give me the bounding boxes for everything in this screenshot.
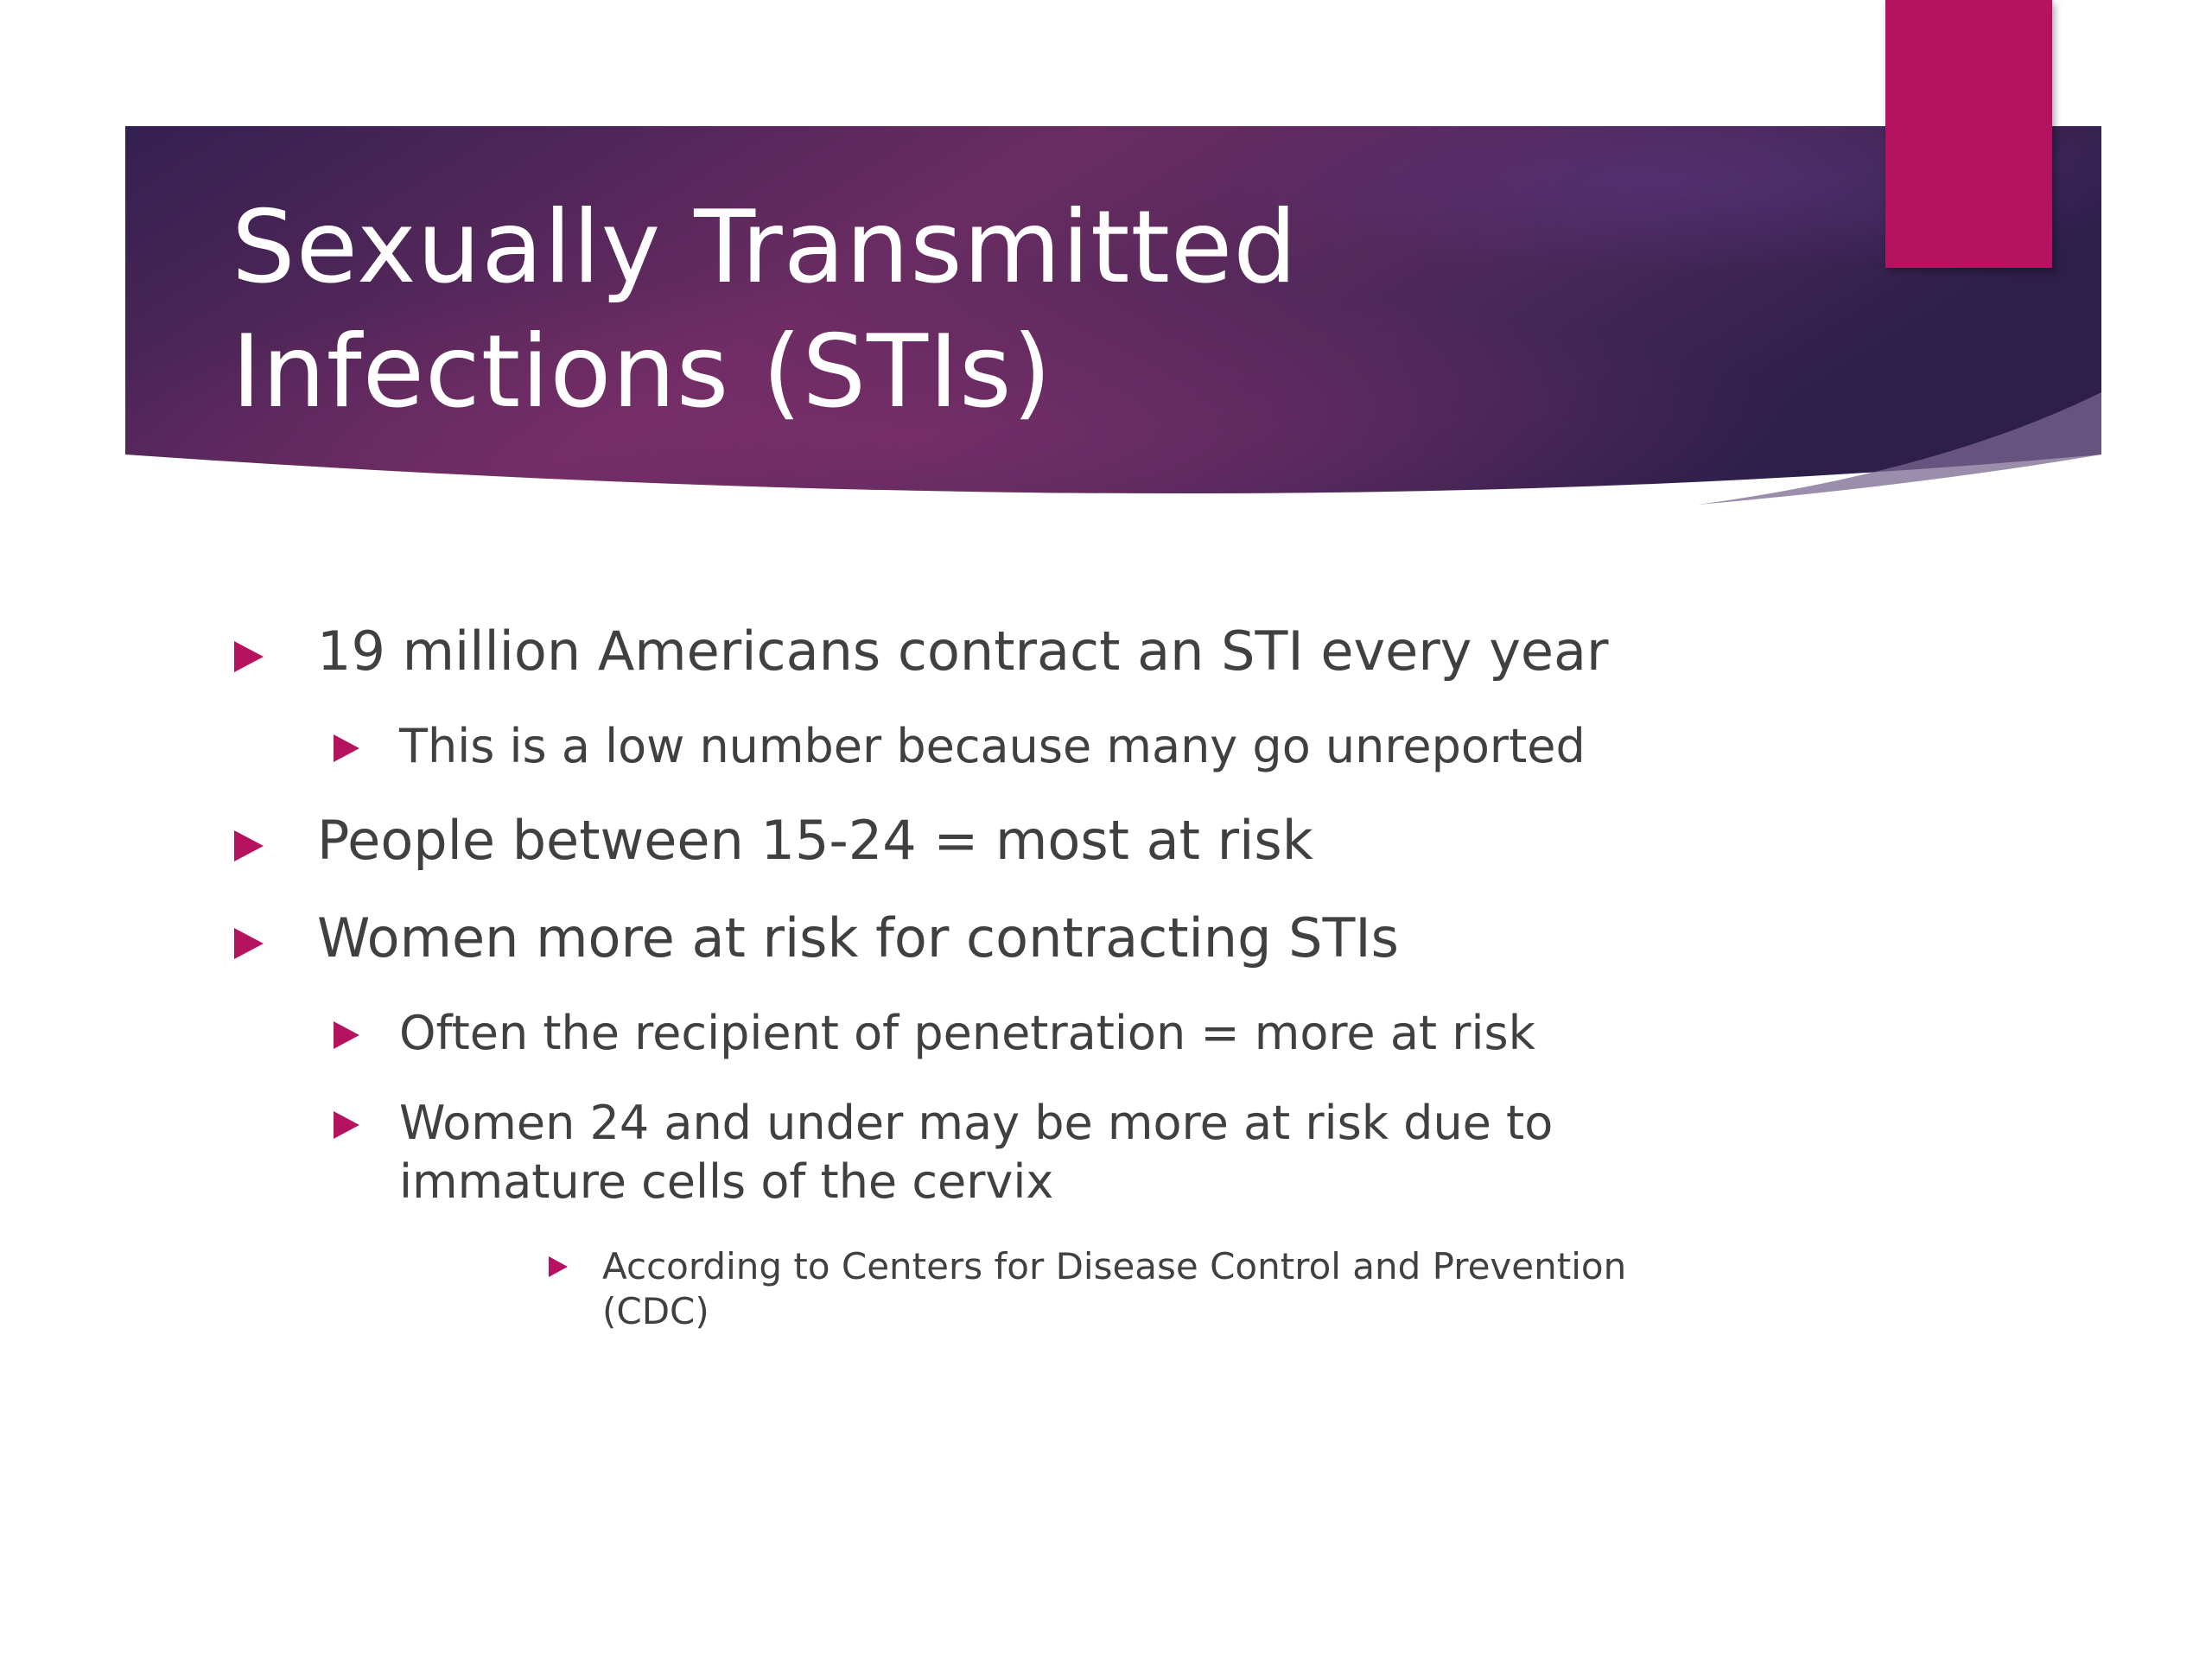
bullet-text: 19 million Americans contract an STI eve… [317,620,1609,683]
triangle-bullet-icon [334,734,359,762]
bullet-item: This is a low number because many go unr… [334,717,1586,776]
accent-tab [1885,0,2052,268]
triangle-bullet-icon [234,928,264,959]
bullet-text: This is a low number because many go unr… [399,719,1586,773]
bullet-item: People between 15-24 = most at risk [234,809,1313,872]
bullet-text: Women 24 and under may be more at risk d… [399,1096,1554,1209]
bullet-item: Women 24 and under may be more at risk d… [334,1094,1554,1211]
slide-title: Sexually Transmitted Infections (STIs) [232,189,1298,430]
triangle-bullet-icon [234,641,264,672]
bullet-item: According to Centers for Disease Control… [549,1244,1627,1334]
triangle-bullet-icon [334,1021,359,1049]
bullet-text: Women more at risk for contracting STIs [317,906,1399,969]
bullet-item: 19 million Americans contract an STI eve… [234,620,1609,683]
bullet-item: Often the recipient of penetration = mor… [334,1004,1535,1063]
title-banner [125,126,2101,524]
bullet-text: Often the recipient of penetration = mor… [399,1006,1535,1060]
triangle-bullet-icon [234,830,264,861]
bullet-item: Women more at risk for contracting STIs [234,906,1399,969]
bullet-text: People between 15-24 = most at risk [317,809,1313,872]
title-banner-shape [125,126,2101,505]
bullet-text: According to Centers for Disease Control… [602,1245,1627,1332]
triangle-bullet-icon [549,1256,568,1277]
triangle-bullet-icon [334,1111,359,1139]
